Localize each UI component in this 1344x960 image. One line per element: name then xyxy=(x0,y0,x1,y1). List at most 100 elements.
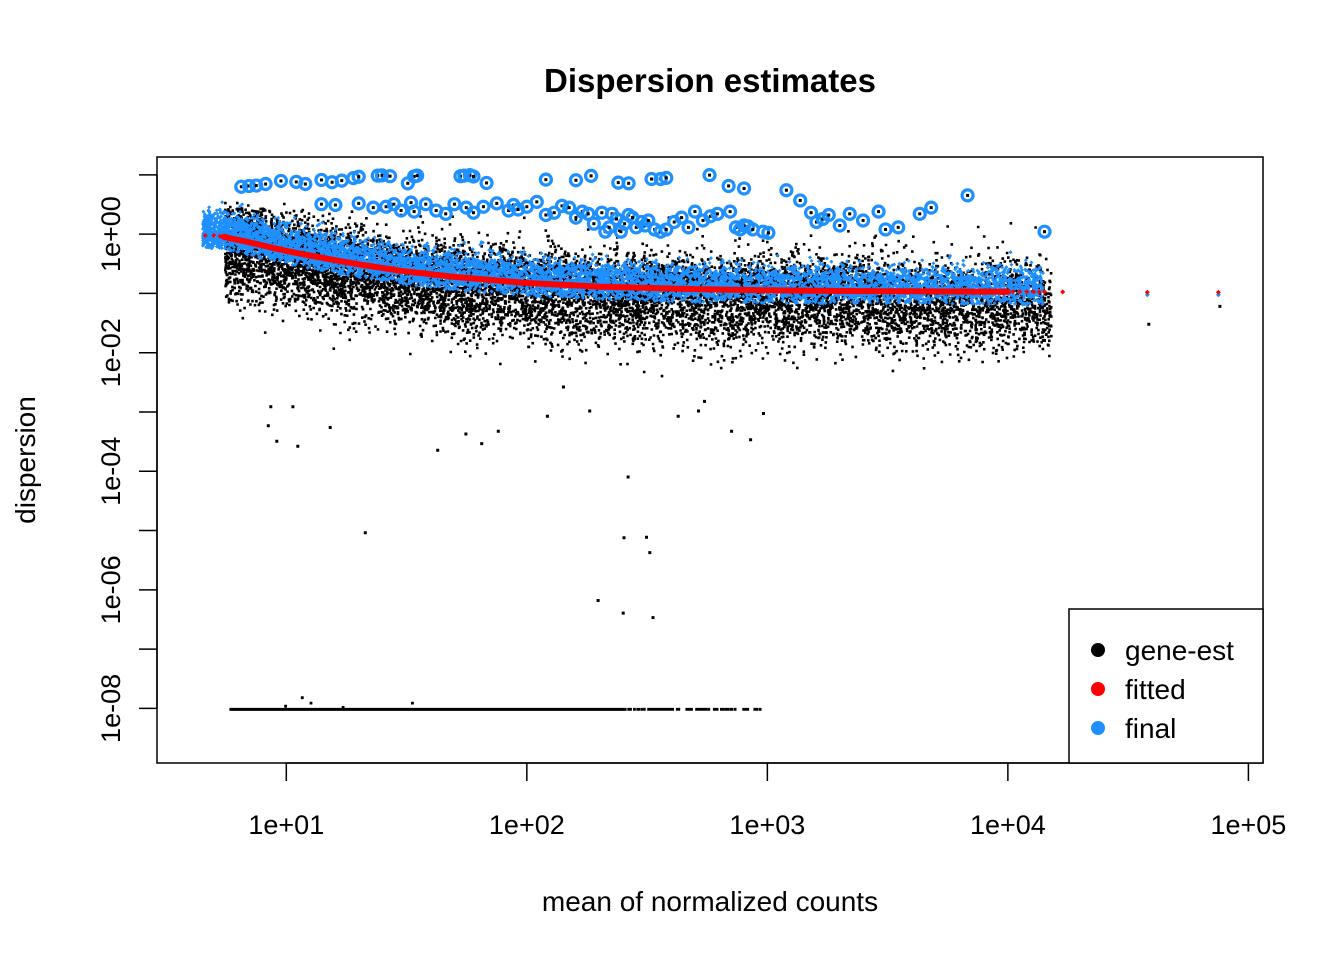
gene-est-outlier-point xyxy=(399,209,403,213)
gene-est-outlier-point xyxy=(838,223,842,227)
gene-est-outlier-point xyxy=(884,227,888,231)
gene-est-outlier-point xyxy=(861,218,865,222)
gene-est-outlier-point xyxy=(535,200,539,204)
chart-title: Dispersion estimates xyxy=(544,62,876,99)
gene-est-outlier-point xyxy=(784,188,788,192)
final-outlier-circle xyxy=(761,225,776,240)
x-tick-label: 1e+01 xyxy=(248,810,324,840)
gene-est-outlier-point xyxy=(444,212,448,216)
final-outlier-circle xyxy=(351,196,366,211)
gene-est-outlier-point xyxy=(525,205,529,209)
gene-est-outlier-point xyxy=(384,205,388,209)
gene-est-outlier-point xyxy=(264,182,268,186)
gene-est-outlier-point xyxy=(929,206,933,210)
final-outlier-circle xyxy=(687,204,703,219)
final-outlier-circle xyxy=(258,176,273,192)
final-outlier-circle xyxy=(702,168,717,183)
final-outlier-circle xyxy=(1037,224,1052,239)
final-outlier-circle xyxy=(710,206,725,221)
y-tick-label: 1e-06 xyxy=(96,555,126,624)
final-outlier-circle xyxy=(438,206,453,221)
gene-est-outlier-point xyxy=(630,216,634,220)
gene-est-outlier-point xyxy=(388,174,392,178)
final-outlier-circle xyxy=(366,200,381,215)
y-axis-label: dispersion xyxy=(10,396,41,524)
final-outlier-circle xyxy=(581,206,596,221)
final-outlier-circle xyxy=(234,179,249,194)
gene-est-outlier-point xyxy=(544,178,548,182)
gene-est-outlier-point xyxy=(616,181,620,185)
gene-est-outlier-point xyxy=(319,178,323,182)
legend-marker-fitted xyxy=(1091,682,1105,696)
gene-est-outlier-point xyxy=(827,213,831,217)
gene-est-outlier-point xyxy=(412,174,416,178)
gene-est-outlier-point xyxy=(468,173,472,177)
final-outlier-circle xyxy=(529,194,544,209)
legend-marker-final xyxy=(1091,721,1105,735)
gene-est-outlier-point xyxy=(896,225,900,229)
final-outlier-circle xyxy=(832,218,847,233)
final-outlier-circle xyxy=(476,199,491,214)
final-outlier-circle xyxy=(878,222,893,237)
final-outlier-circle xyxy=(793,193,808,208)
gene-est-outlier-point xyxy=(574,216,578,220)
gene-est-outlier-point xyxy=(406,181,410,185)
gene-est-outlier-point xyxy=(600,211,604,215)
gene-est-outlier-point xyxy=(766,231,770,235)
gene-est-outlier-point xyxy=(686,225,690,229)
gene-est-outlier-point xyxy=(966,193,970,197)
gene-est-outlier-point xyxy=(821,217,825,221)
final-outlier-circle xyxy=(379,199,394,214)
gene-est-outlier-point xyxy=(680,216,684,220)
final-outlier-circle xyxy=(447,197,462,212)
gene-est-outlier-point xyxy=(798,198,802,202)
final-layer xyxy=(200,168,1221,307)
final-outlier-circle xyxy=(328,197,343,213)
legend-label-final: final xyxy=(1125,713,1176,744)
gene-est-outlier-point xyxy=(615,217,619,221)
final-outlier-circle xyxy=(547,205,562,220)
final-outlier-circle xyxy=(912,206,927,221)
final-outlier-circle xyxy=(241,178,257,194)
gene-est-outlier-point xyxy=(415,174,419,178)
gene-est-outlier-point xyxy=(560,204,564,208)
final-outlier-circle xyxy=(924,200,939,215)
y-axis: 1e-08 1e-06 1e-04 1e-02 1e+00 xyxy=(96,174,158,743)
gene-est-outlier-point xyxy=(574,178,578,182)
gene-est-outlier-point xyxy=(751,227,755,231)
gene-est-points xyxy=(223,201,1222,711)
gene-est-outlier-point xyxy=(247,184,251,188)
gene-est-outlier-point xyxy=(1043,230,1047,234)
y-tick-label: 1e-02 xyxy=(96,318,126,387)
gene-est-outlier-point xyxy=(380,173,384,177)
gene-est-outlier-point xyxy=(586,212,590,216)
x-axis: 1e+01 1e+02 1e+03 1e+04 1e+05 xyxy=(248,762,1286,840)
final-outlier-circle xyxy=(351,169,366,184)
final-outlier-circle xyxy=(621,176,636,191)
legend: gene-est fitted final xyxy=(1068,608,1264,764)
gene-est-outlier-point xyxy=(434,209,438,213)
final-outlier-circle xyxy=(489,196,504,211)
gene-est-outlier-point xyxy=(664,227,668,231)
gene-est-outlier-point xyxy=(589,174,593,178)
x-tick-label: 1e+03 xyxy=(729,810,805,840)
final-outlier-circle xyxy=(634,214,649,230)
gene-est-outlier-point xyxy=(371,206,375,210)
gene-est-outlier-point xyxy=(412,210,416,214)
gene-est-outlier-point xyxy=(708,214,712,218)
final-outlier-circle xyxy=(855,213,871,228)
y-tick-label: 1e-08 xyxy=(96,674,126,743)
gene-est-outlier-point xyxy=(877,210,881,214)
gene-est-outlier-point xyxy=(303,182,307,186)
gene-est-outlier-point xyxy=(507,209,511,213)
fitted-layer xyxy=(202,233,1221,295)
gene-est-outlier-point xyxy=(650,177,654,181)
gene-est-outlier-point xyxy=(340,179,344,183)
final-outlier-circle xyxy=(821,207,836,223)
legend-label-fitted: fitted xyxy=(1125,674,1186,705)
gene-est-outlier-point xyxy=(728,210,732,214)
gene-est-outlier-point xyxy=(693,210,697,214)
final-outlier-circle xyxy=(641,213,656,228)
gene-est-outlier-point xyxy=(607,225,611,229)
y-tick-label: 1e+00 xyxy=(96,196,126,272)
